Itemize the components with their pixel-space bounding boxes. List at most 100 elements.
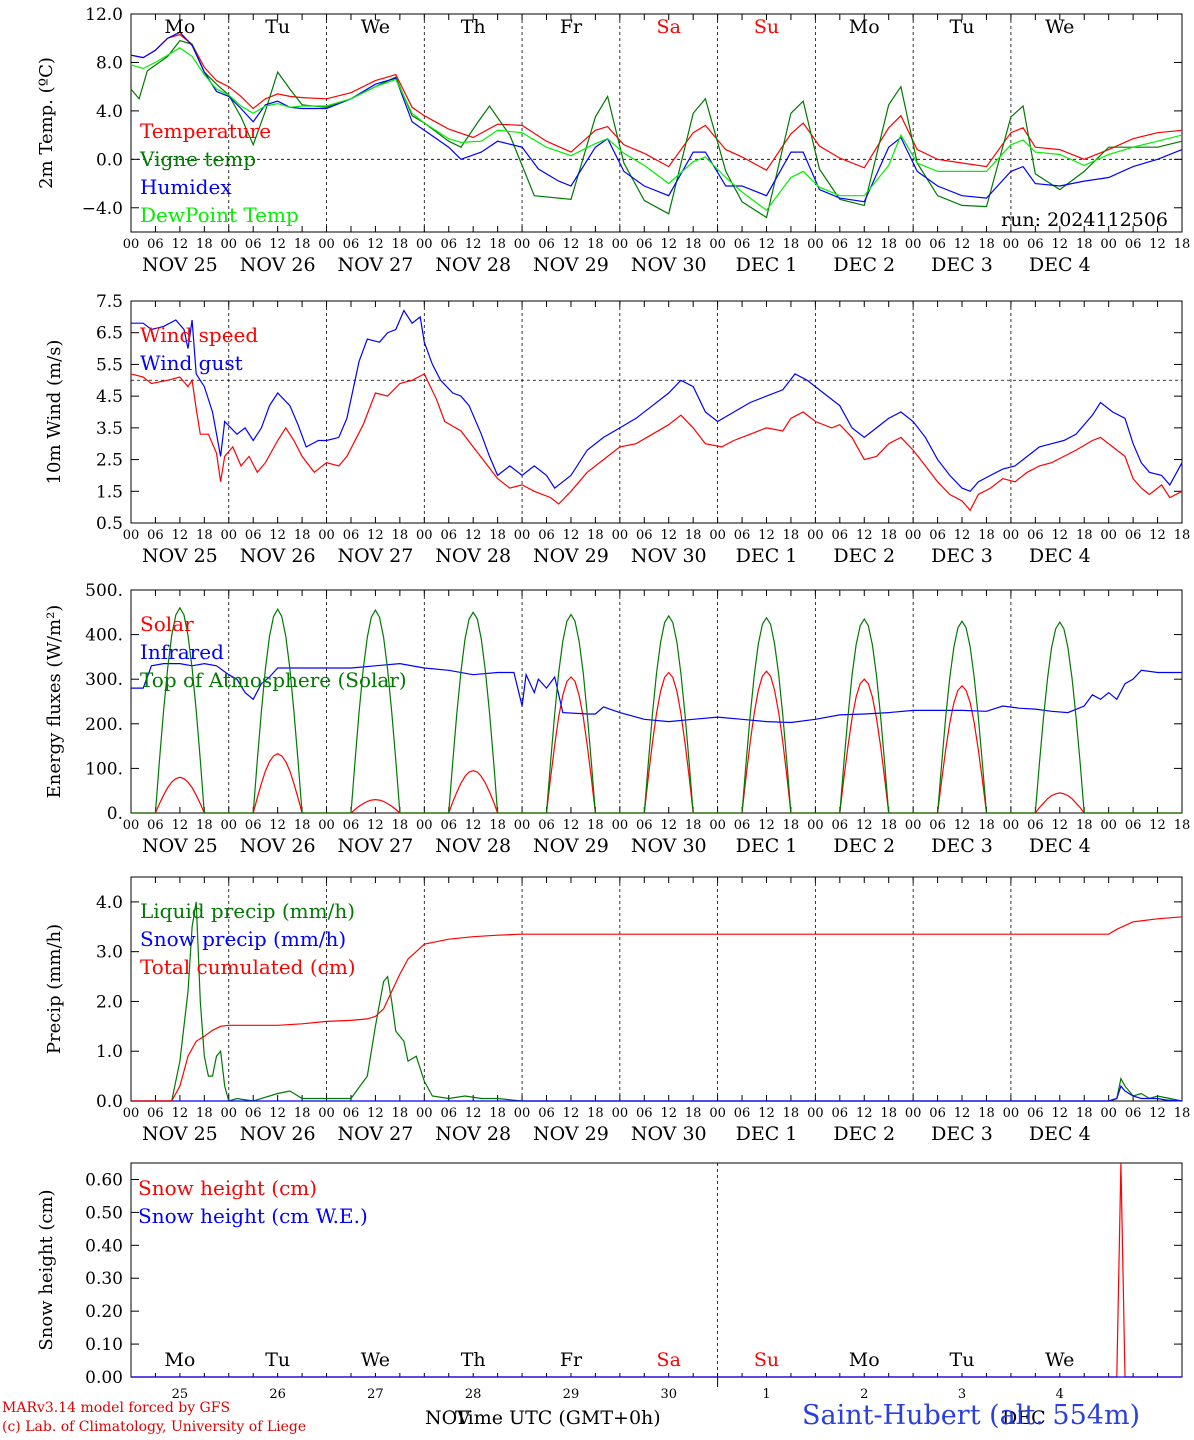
x-tick-label: 12 (1149, 1106, 1166, 1121)
x-tick-label: 12 (367, 818, 384, 833)
date-label: NOV 27 (338, 254, 414, 276)
day-number: 1 (762, 1387, 770, 1402)
x-tick-label: 18 (587, 237, 604, 252)
x-tick-label: 00 (1003, 237, 1020, 252)
lab-credit: (c) Lab. of Climatology, University of L… (2, 1419, 307, 1435)
y-tick-label: 3.5 (96, 419, 123, 439)
series-line-vigne-temp (130, 39, 1183, 219)
date-label: DEC 4 (1029, 545, 1091, 567)
x-tick-label: 18 (489, 818, 506, 833)
y-tick-label: 1.0 (96, 1042, 123, 1062)
x-tick-label: 00 (905, 1106, 922, 1121)
day-label: We (361, 16, 390, 38)
date-label: DEC 1 (736, 1123, 798, 1145)
x-tick-label: 06 (734, 1106, 751, 1121)
x-tick-label: 12 (660, 818, 677, 833)
x-tick-label: 18 (489, 237, 506, 252)
x-tick-label: 12 (172, 818, 189, 833)
legend-entry: Vigne temp (139, 147, 256, 171)
date-label: DEC 4 (1029, 835, 1091, 857)
x-tick-label: 12 (465, 528, 482, 543)
series-line-infrared (131, 662, 1182, 724)
x-tick-label: 00 (318, 237, 335, 252)
x-tick-label: 00 (1100, 237, 1117, 252)
x-tick-label: 12 (758, 528, 775, 543)
y-tick-label: 3.0 (96, 943, 123, 963)
x-tick-label: 00 (220, 818, 237, 833)
date-label: NOV 27 (338, 1123, 414, 1145)
x-tick-label: 00 (807, 528, 824, 543)
y-axis-label: Energy fluxes (W/m²) (44, 605, 65, 799)
x-tick-label: 00 (514, 818, 531, 833)
x-tick-label: 06 (343, 237, 360, 252)
date-label: DEC 2 (833, 1123, 895, 1145)
day-label: Th (461, 1349, 486, 1371)
month-label: DEC (1002, 1407, 1046, 1429)
legend-entry: Wind gust (140, 351, 243, 375)
x-tick-label: 12 (367, 528, 384, 543)
x-tick-label: 00 (709, 528, 726, 543)
x-tick-label: 06 (343, 1106, 360, 1121)
x-axis-title: Time UTC (GMT+0h) (455, 1407, 661, 1429)
legend-entry: Solar (140, 612, 194, 636)
x-tick-label: 18 (392, 237, 409, 252)
x-tick-label: 18 (685, 818, 702, 833)
x-tick-label: 06 (147, 818, 164, 833)
x-tick-label: 18 (587, 818, 604, 833)
x-tick-label: 12 (856, 818, 873, 833)
x-tick-label: 18 (1076, 1106, 1093, 1121)
x-tick-label: 06 (832, 1106, 849, 1121)
x-tick-label: 06 (1027, 237, 1044, 252)
x-tick-label: 00 (612, 237, 629, 252)
day-number: 25 (172, 1387, 189, 1402)
y-tick-label: 200. (85, 715, 123, 735)
x-tick-label: 18 (880, 818, 897, 833)
x-tick-label: 06 (734, 528, 751, 543)
date-label: NOV 27 (338, 835, 414, 857)
date-label: NOV 28 (435, 1123, 511, 1145)
legend-entry: Infrared (140, 640, 224, 664)
x-tick-label: 06 (1125, 818, 1142, 833)
x-tick-label: 12 (856, 1106, 873, 1121)
x-tick-label: 00 (416, 1106, 433, 1121)
series-line-wind-gust (131, 309, 1183, 493)
x-tick-label: 06 (636, 1106, 653, 1121)
date-label: NOV 29 (533, 545, 609, 567)
x-tick-label: 12 (465, 237, 482, 252)
x-tick-label: 00 (416, 818, 433, 833)
x-tick-label: 18 (587, 1106, 604, 1121)
x-tick-label: 06 (929, 237, 946, 252)
y-tick-label: 500. (85, 581, 123, 601)
y-axis-label: 10m Wind (m/s) (44, 340, 65, 485)
x-tick-label: 06 (832, 528, 849, 543)
x-tick-label: 06 (734, 237, 751, 252)
x-tick-label: 00 (807, 818, 824, 833)
legend-entry: Temperature (140, 119, 271, 143)
x-tick-label: 18 (392, 1106, 409, 1121)
x-tick-label: 18 (783, 818, 800, 833)
x-tick-label: 18 (685, 528, 702, 543)
x-tick-label: 06 (929, 528, 946, 543)
x-tick-label: 12 (269, 528, 286, 543)
x-tick-label: 06 (538, 1106, 555, 1121)
x-tick-label: 18 (783, 1106, 800, 1121)
model-credit: MARv3.14 model forced by GFS (2, 1400, 231, 1416)
date-label: DEC 3 (931, 545, 993, 567)
x-tick-label: 06 (929, 818, 946, 833)
x-tick-label: 12 (1149, 818, 1166, 833)
y-axis-label: Snow height (cm) (36, 1189, 57, 1350)
station-name: Saint-Hubert (alt. 554m) (802, 1400, 1141, 1431)
x-tick-label: 00 (514, 528, 531, 543)
x-tick-label: 12 (172, 1106, 189, 1121)
date-label: NOV 29 (533, 1123, 609, 1145)
x-tick-label: 18 (1174, 237, 1191, 252)
x-tick-label: 06 (440, 528, 457, 543)
date-label: NOV 26 (240, 1123, 316, 1145)
plot-frame (130, 13, 1183, 233)
x-tick-label: 12 (1149, 528, 1166, 543)
date-label: NOV 29 (533, 254, 609, 276)
y-tick-label: 4.0 (96, 102, 123, 122)
panel-3 (130, 589, 1183, 814)
x-tick-label: 12 (758, 1106, 775, 1121)
legend-entry: Snow height (cm) (138, 1176, 317, 1200)
